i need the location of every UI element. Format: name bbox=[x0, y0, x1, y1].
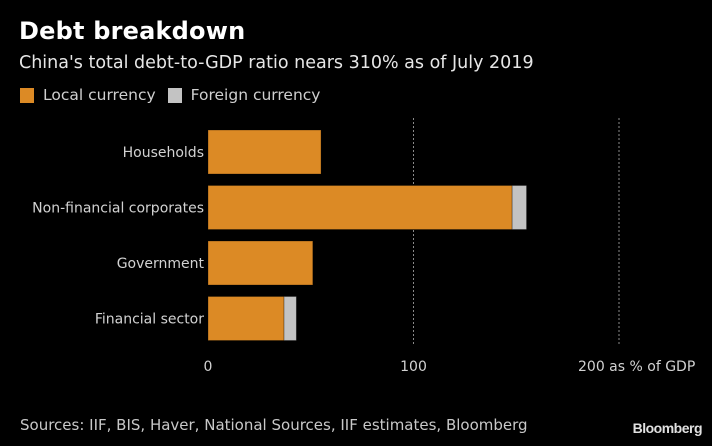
legend-item-foreign: Foreign currency bbox=[167, 86, 321, 104]
bar-non-financial-corporates-local bbox=[207, 185, 513, 230]
legend-item-local: Local currency bbox=[20, 86, 156, 104]
x-tick-label-0: 0 bbox=[204, 359, 213, 375]
source-note: Sources: IIF, BIS, Haver, National Sourc… bbox=[20, 416, 528, 434]
bloomberg-logo: Bloomberg bbox=[632, 420, 703, 436]
chart-subtitle: China's total debt-to-GDP ratio nears 31… bbox=[19, 53, 534, 73]
x-tick-label-200: 200 as % of GDP bbox=[578, 359, 695, 375]
legend-swatch-foreign bbox=[167, 87, 182, 103]
legend-label-foreign: Foreign currency bbox=[190, 86, 321, 104]
category-label: Households bbox=[123, 145, 204, 161]
category-label: Government bbox=[117, 256, 205, 272]
bar-households-local bbox=[207, 129, 322, 175]
bar-financial-sector-foreign bbox=[283, 296, 297, 341]
category-label: Non-financial corporates bbox=[32, 201, 204, 217]
bar-government-local bbox=[207, 240, 314, 286]
chart-title: Debt breakdown bbox=[19, 17, 246, 45]
legend: Local currency Foreign currency bbox=[20, 86, 332, 104]
legend-swatch-local bbox=[20, 87, 34, 103]
gridlines bbox=[413, 118, 620, 345]
bar-financial-sector-local bbox=[207, 296, 285, 341]
category-label: Financial sector bbox=[95, 312, 204, 328]
category-labels: Households Non-financial corporates Govern… bbox=[32, 145, 204, 328]
bar-non-financial-corporates-foreign bbox=[511, 185, 527, 230]
bars bbox=[207, 129, 527, 341]
legend-label-local: Local currency bbox=[43, 86, 156, 104]
tick-labels: 0 100 200 as % of GDP bbox=[204, 359, 696, 375]
x-tick-label-100: 100 bbox=[400, 359, 427, 375]
